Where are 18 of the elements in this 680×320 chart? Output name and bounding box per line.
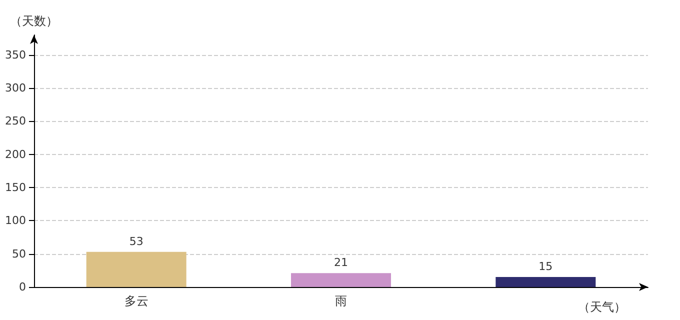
data-label: 21: [334, 256, 348, 270]
x-axis-title: （天气）: [578, 300, 626, 314]
y-tick-label: 0: [19, 280, 26, 294]
x-tick-label: 雨: [335, 294, 347, 308]
data-label: 15: [538, 260, 553, 274]
y-tick-label: 250: [5, 114, 26, 128]
y-tick-label: 200: [5, 148, 26, 161]
y-tick-label: 100: [5, 214, 26, 228]
bar: [86, 252, 186, 287]
bar: [496, 277, 596, 287]
x-tick-label: 多云: [124, 294, 148, 308]
y-tick-label: 150: [5, 181, 26, 194]
y-tick-label: 350: [5, 48, 26, 62]
y-tick-label: 50: [12, 247, 26, 260]
y-tick-label: 300: [5, 82, 26, 95]
bar: [291, 273, 391, 287]
y-axis-title: （天数）: [10, 14, 58, 28]
data-label: 53: [129, 234, 144, 248]
